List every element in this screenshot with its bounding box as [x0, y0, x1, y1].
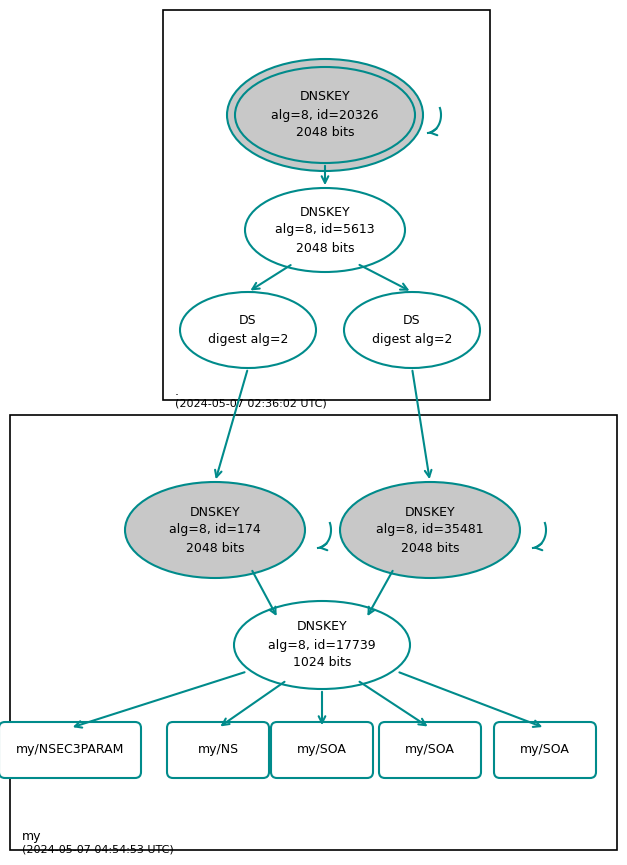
FancyBboxPatch shape: [494, 722, 596, 778]
Ellipse shape: [234, 601, 410, 689]
FancyBboxPatch shape: [271, 722, 373, 778]
Text: DNSKEY
alg=8, id=35481
2048 bits: DNSKEY alg=8, id=35481 2048 bits: [376, 505, 484, 554]
Text: .: .: [175, 385, 179, 398]
Text: my/NS: my/NS: [198, 744, 238, 757]
Text: my/SOA: my/SOA: [520, 744, 570, 757]
Text: my/SOA: my/SOA: [297, 744, 347, 757]
Text: DNSKEY
alg=8, id=20326
2048 bits: DNSKEY alg=8, id=20326 2048 bits: [271, 91, 379, 139]
Ellipse shape: [344, 292, 480, 368]
Text: my: my: [22, 830, 41, 843]
Text: DNSKEY
alg=8, id=174
2048 bits: DNSKEY alg=8, id=174 2048 bits: [169, 505, 261, 554]
Text: DNSKEY
alg=8, id=5613
2048 bits: DNSKEY alg=8, id=5613 2048 bits: [275, 206, 375, 254]
Ellipse shape: [340, 482, 520, 578]
Ellipse shape: [227, 59, 423, 171]
Text: DS
digest alg=2: DS digest alg=2: [208, 315, 288, 345]
Text: DS
digest alg=2: DS digest alg=2: [372, 315, 452, 345]
Ellipse shape: [125, 482, 305, 578]
Text: DNSKEY
alg=8, id=17739
1024 bits: DNSKEY alg=8, id=17739 1024 bits: [268, 620, 376, 670]
Bar: [163, 10, 490, 400]
FancyBboxPatch shape: [379, 722, 481, 778]
Ellipse shape: [180, 292, 316, 368]
FancyBboxPatch shape: [167, 722, 269, 778]
FancyBboxPatch shape: [0, 722, 141, 778]
Text: (2024-05-07 04:54:53 UTC): (2024-05-07 04:54:53 UTC): [22, 845, 174, 855]
Ellipse shape: [235, 67, 415, 163]
Text: (2024-05-07 02:36:02 UTC): (2024-05-07 02:36:02 UTC): [175, 398, 327, 408]
Bar: [10, 415, 617, 850]
Ellipse shape: [245, 188, 405, 272]
Text: my/NSEC3PARAM: my/NSEC3PARAM: [16, 744, 124, 757]
Text: my/SOA: my/SOA: [405, 744, 455, 757]
